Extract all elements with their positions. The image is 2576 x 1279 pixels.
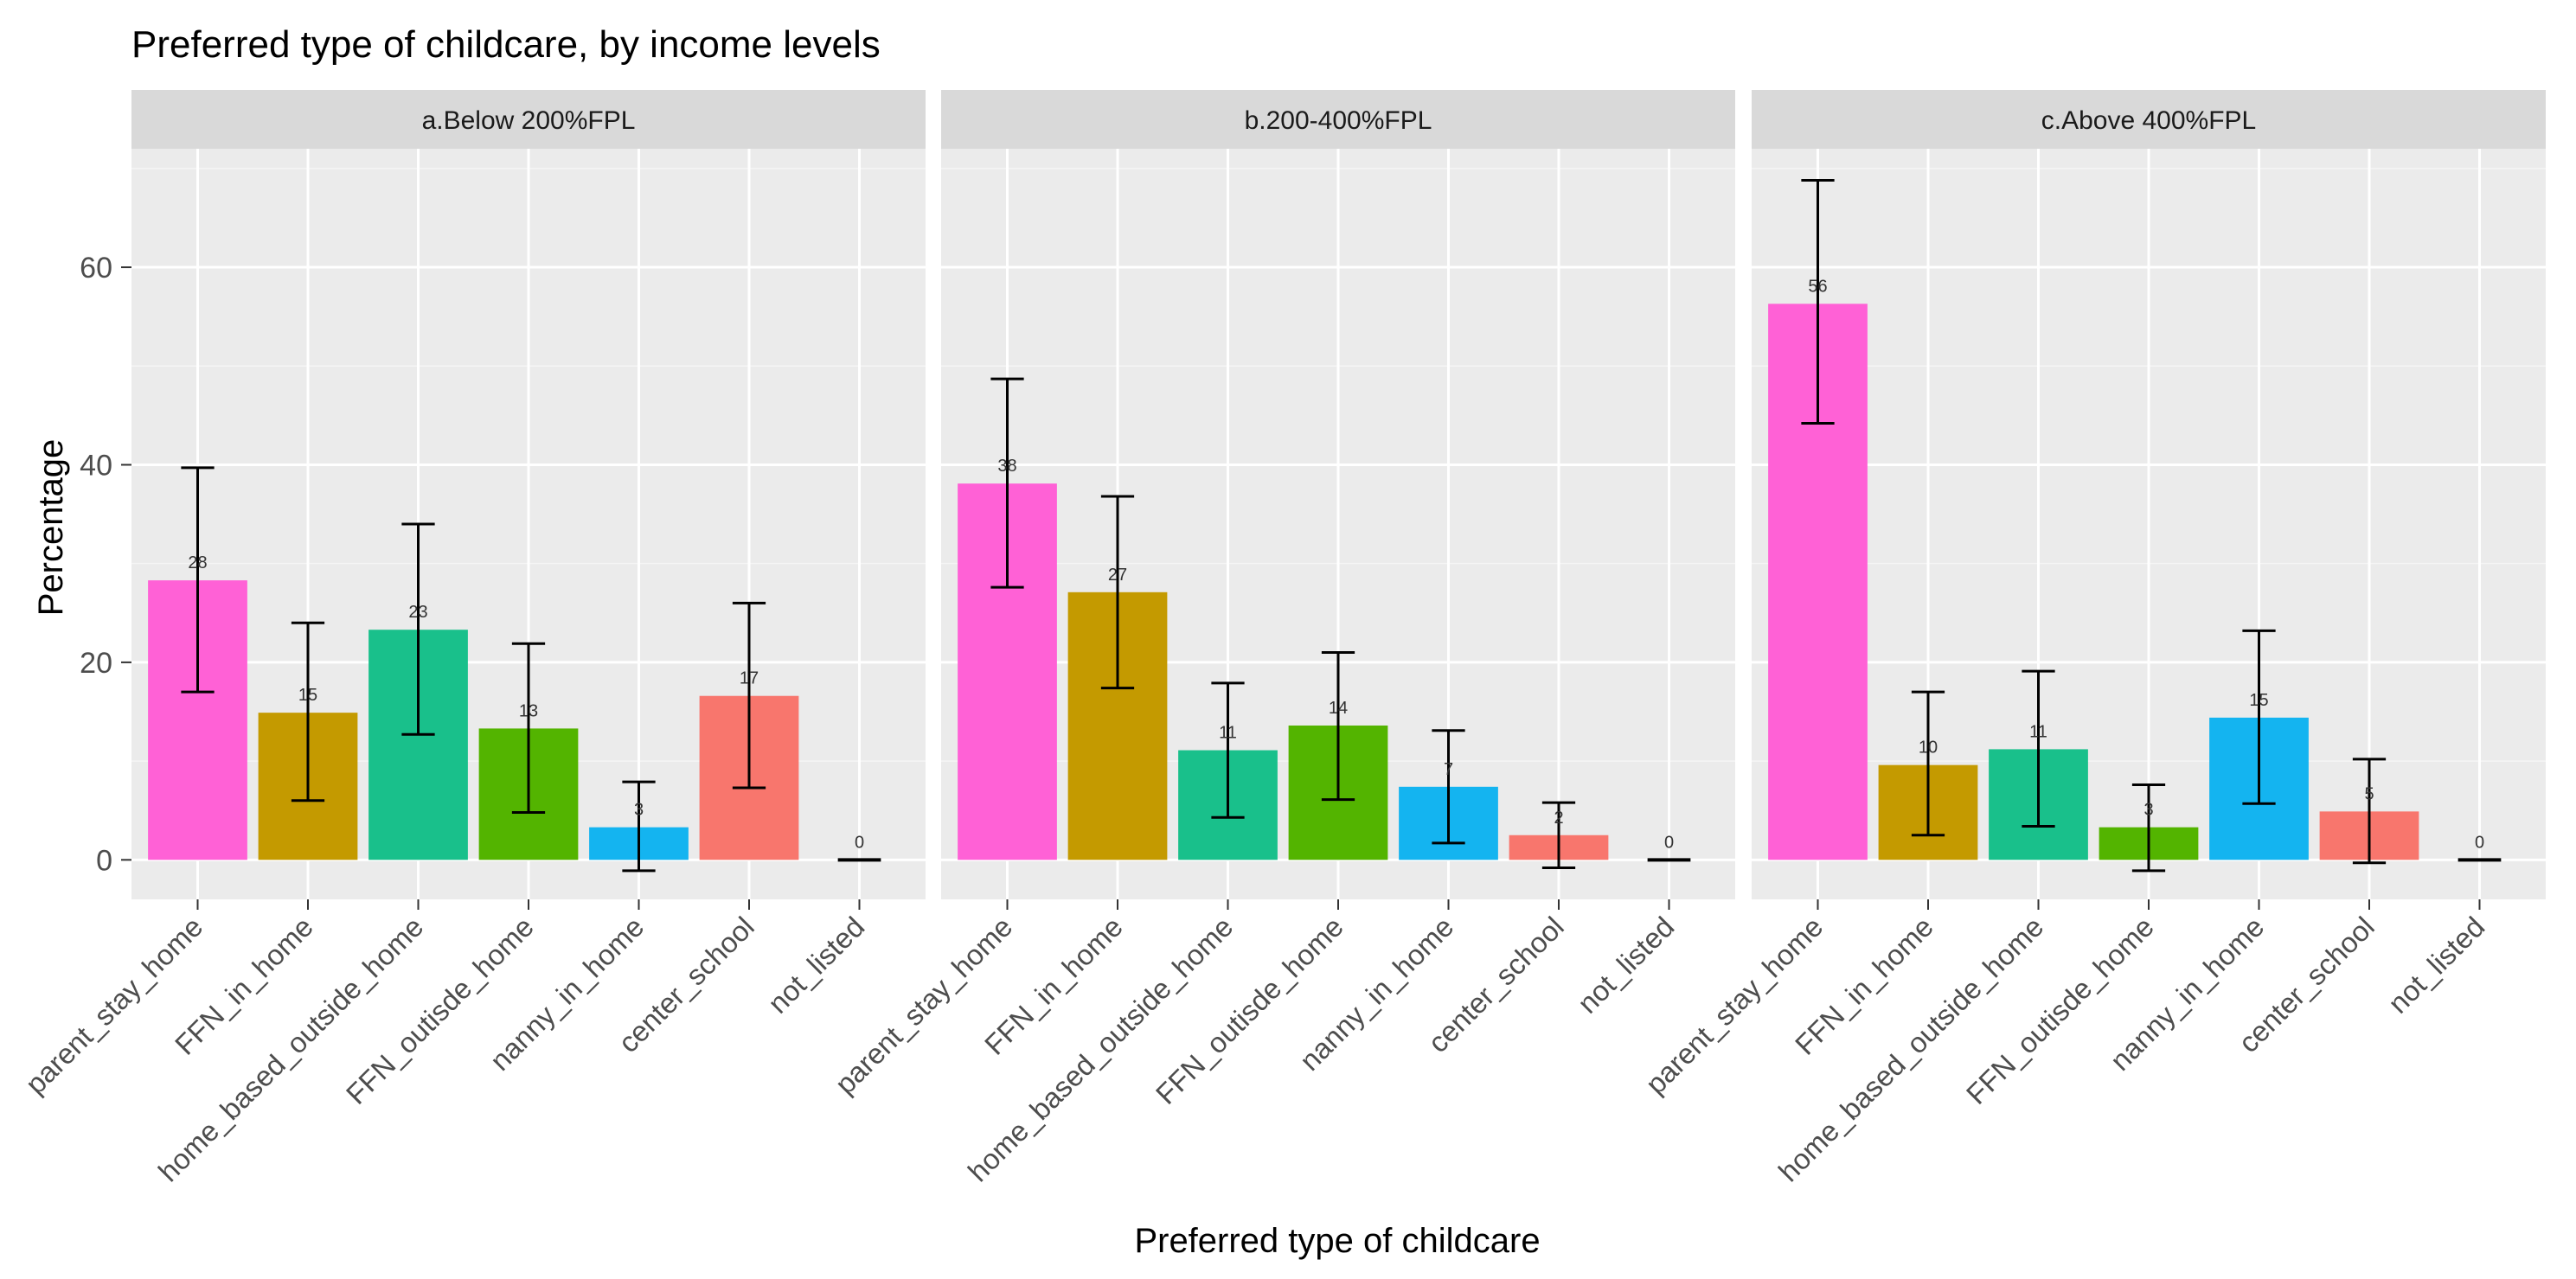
facet-strip xyxy=(941,90,1735,149)
facet-strip-label: b.200-400%FPL xyxy=(1245,106,1432,135)
value-label: 11 xyxy=(2029,722,2047,741)
value-label: 17 xyxy=(740,669,759,688)
value-label: 10 xyxy=(1919,739,1938,758)
value-label: 27 xyxy=(1108,566,1127,585)
value-label: 2 xyxy=(1554,809,1563,828)
value-label: 0 xyxy=(855,833,864,852)
value-label: 13 xyxy=(519,701,538,720)
value-label: 5 xyxy=(2364,784,2374,803)
value-label: 3 xyxy=(634,801,644,820)
value-label: 7 xyxy=(1444,760,1453,779)
facet-strip-label: c.Above 400%FPL xyxy=(2041,106,2256,135)
chart-title: Preferred type of childcare, by income l… xyxy=(131,23,881,66)
facet-strip xyxy=(131,90,926,149)
value-label: 3 xyxy=(2143,801,2153,820)
value-label: 14 xyxy=(1329,699,1348,718)
value-label: 38 xyxy=(997,457,1016,476)
y-tick-label: 40 xyxy=(80,449,112,482)
x-axis-label: Preferred type of childcare xyxy=(1134,1222,1540,1260)
y-tick-label: 60 xyxy=(80,252,112,285)
facet-strip xyxy=(1752,90,2546,149)
value-label: 15 xyxy=(298,686,317,705)
facet-strip-label: a.Below 200%FPL xyxy=(422,106,636,135)
y-axis-label: Percentage xyxy=(32,439,70,617)
y-tick-label: 20 xyxy=(80,647,112,680)
y-tick-label: 0 xyxy=(96,844,112,877)
value-label: 0 xyxy=(1664,833,1674,852)
value-label: 28 xyxy=(188,553,207,572)
value-label: 15 xyxy=(2249,691,2268,710)
value-label: 56 xyxy=(1808,277,1827,296)
value-label: 23 xyxy=(408,603,427,622)
value-label: 0 xyxy=(2475,833,2484,852)
value-label: 11 xyxy=(1219,724,1237,743)
